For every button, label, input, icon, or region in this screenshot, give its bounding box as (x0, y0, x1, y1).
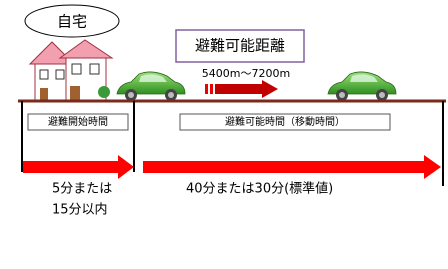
house-icon (30, 40, 112, 100)
distance-range: 5400m～7200m (202, 67, 290, 80)
time-arrow (23, 155, 134, 179)
car (328, 72, 396, 101)
distance-arrow (205, 80, 278, 98)
phase-label: 避難開始時間 (48, 115, 108, 128)
time-text: 40分または30分(標準値) (186, 181, 333, 197)
time-text: 5分または (52, 182, 112, 197)
car (117, 72, 185, 101)
time-text: 15分以内 (52, 202, 108, 218)
home-label: 自宅 (57, 13, 87, 31)
distance-title: 避難可能距離 (195, 37, 285, 55)
time-arrow (143, 155, 441, 179)
phase-label: 避難可能時間（移動時間） (225, 115, 345, 128)
diagram: 自宅 避難可能距離 5400m～7200m 避難開始時間 避難可能時間（移動時間… (0, 0, 448, 265)
